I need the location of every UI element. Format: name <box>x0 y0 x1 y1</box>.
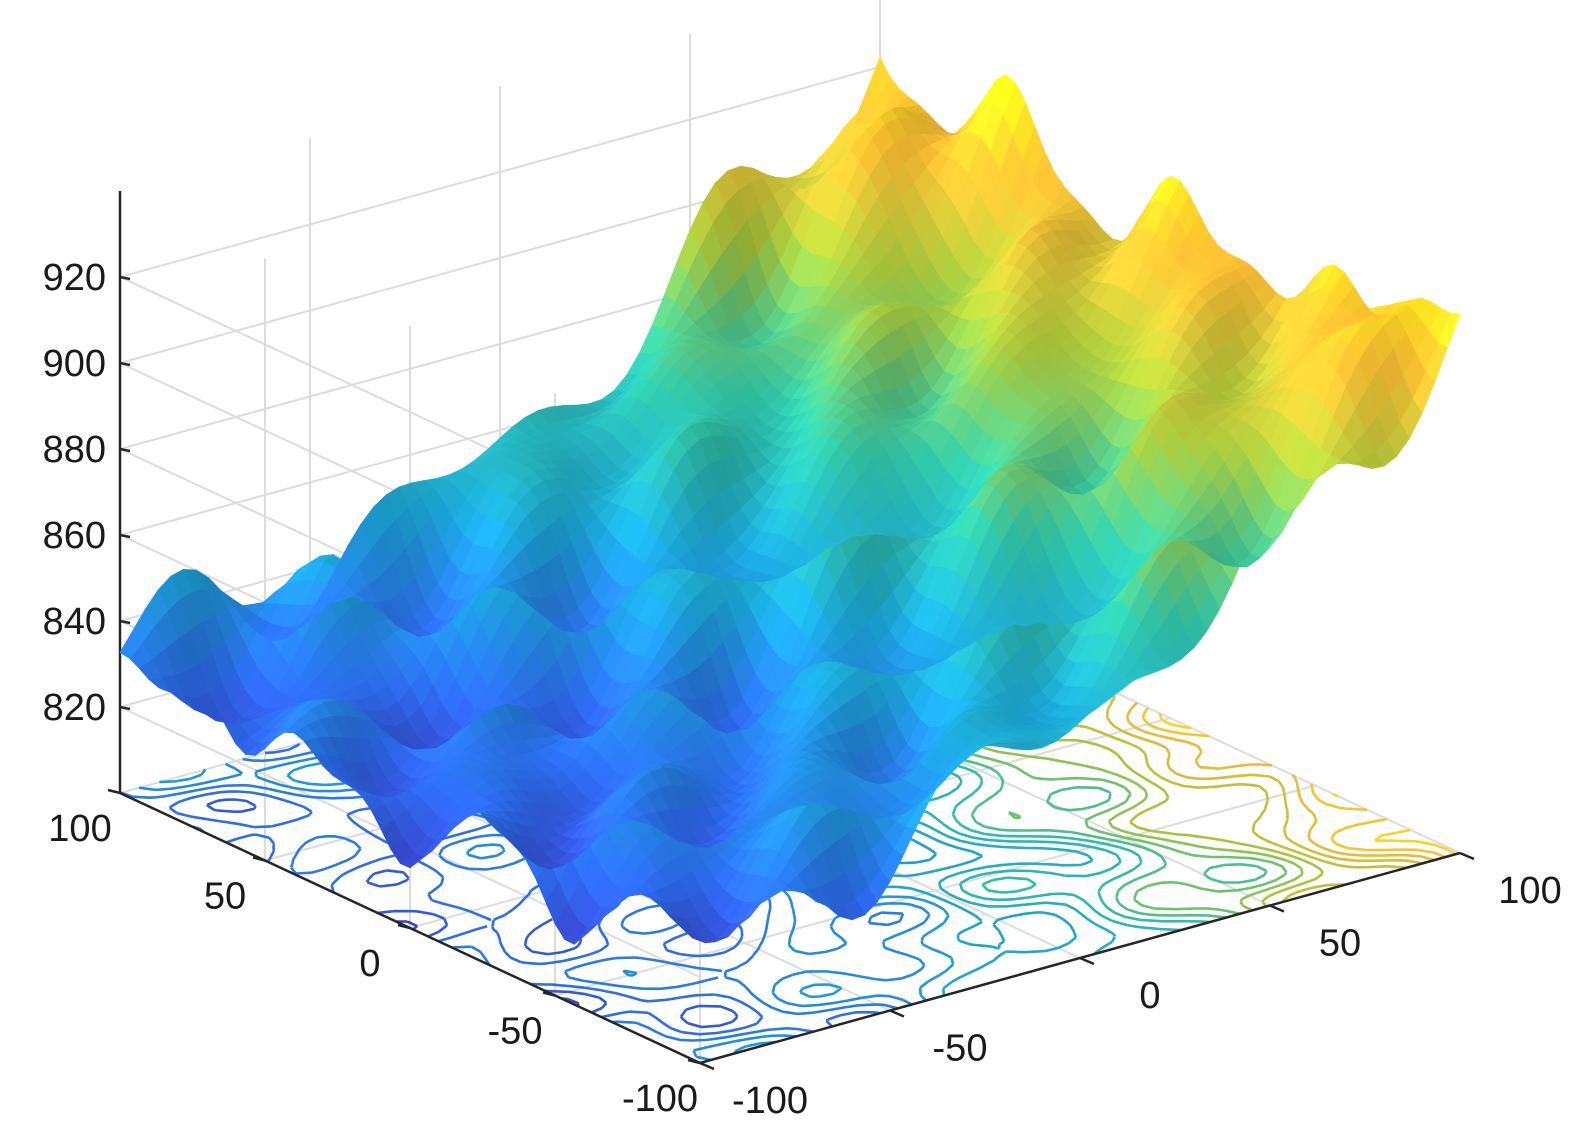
y-tick-mark <box>107 788 121 795</box>
x-tick-label: -50 <box>933 1028 988 1070</box>
z-tick-mark <box>119 619 131 625</box>
z-tick-label: 820 <box>43 687 106 729</box>
z-tick-mark <box>119 275 131 281</box>
z-tick-mark <box>119 705 131 711</box>
x-tick-label: 100 <box>1498 870 1561 912</box>
y-tick-label: -50 <box>488 1011 543 1053</box>
z-tick-label: 840 <box>43 601 106 643</box>
z-tick-label: 880 <box>43 429 106 471</box>
x-tick-mark <box>889 1009 905 1018</box>
surface-patch <box>119 630 143 660</box>
grid-line-z-right <box>119 66 881 278</box>
z-tick-mark <box>119 447 131 453</box>
z-tick-label: 920 <box>43 257 106 299</box>
y-tick-mark <box>397 923 411 930</box>
tick-labels: 820 840 860 880 900 920 -100 -50 0 50 100 -100 -50 0 5… <box>43 257 1562 1122</box>
y-tick-label: 50 <box>204 876 246 918</box>
z-tick-mark <box>119 533 131 539</box>
y-tick-label: -100 <box>622 1078 698 1120</box>
y-tick-mark <box>542 991 556 997</box>
z-tick-label: 860 <box>43 515 106 557</box>
y-tick-mark <box>252 856 266 862</box>
x-tick-mark <box>1269 904 1285 913</box>
x-tick-mark <box>1079 956 1095 966</box>
x-tick-mark <box>1459 851 1475 861</box>
x-tick-label: -100 <box>732 1080 808 1122</box>
y-tick-label: 0 <box>359 943 380 985</box>
x-tick-mark <box>699 1061 715 1071</box>
grid-line-floor-y <box>554 784 1316 997</box>
x-tick-label: 50 <box>1319 923 1361 965</box>
surface-mesh <box>119 56 1461 945</box>
z-tick-mark <box>119 361 131 367</box>
x-tick-label: 0 <box>1139 975 1160 1017</box>
z-tick-label: 900 <box>43 343 106 385</box>
y-tick-mark <box>687 1058 701 1065</box>
y-tick-label: 100 <box>48 808 111 850</box>
